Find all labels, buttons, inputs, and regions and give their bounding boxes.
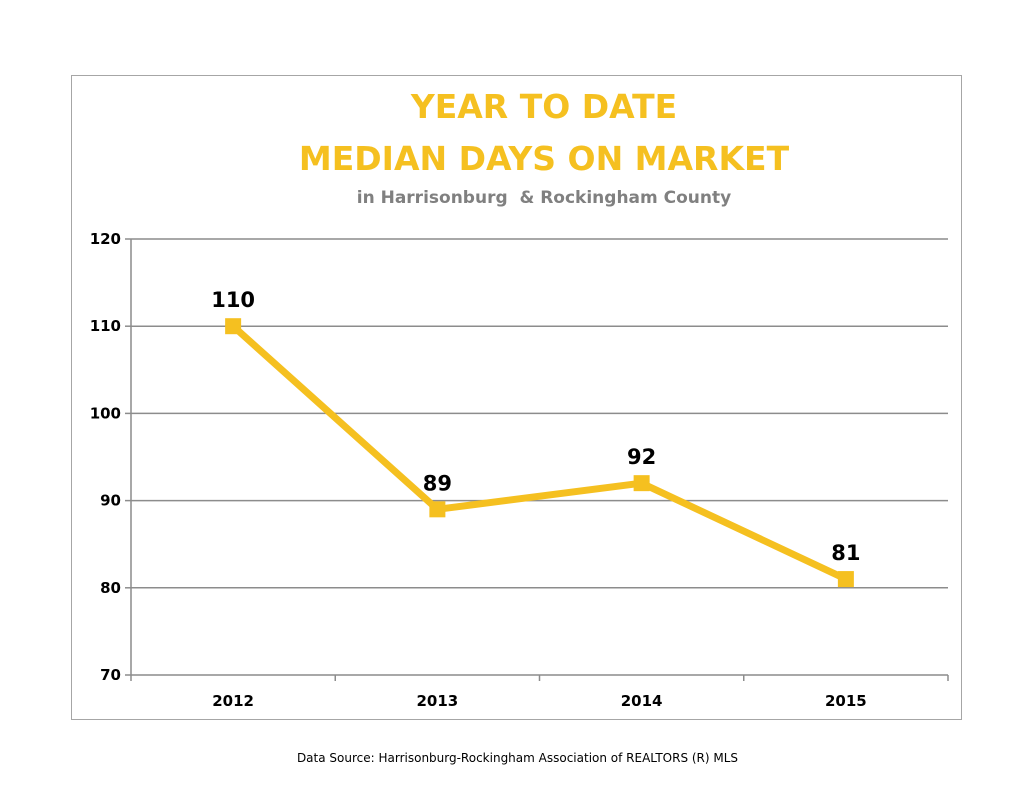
axes: 70 80 90 100 110 120 2012 2013 2014 2015 <box>90 230 949 710</box>
data-labels: 110 89 92 81 <box>211 288 860 565</box>
data-point-2013 <box>429 501 446 518</box>
data-label-2013: 89 <box>423 471 452 495</box>
x-tick-label-2015: 2015 <box>825 692 867 710</box>
y-tick-label: 100 <box>90 404 121 422</box>
chart-title-line-2: MEDIAN DAYS ON MARKET <box>299 139 790 178</box>
y-tick-label: 120 <box>90 230 121 248</box>
series-line <box>230 323 848 583</box>
y-tick-label: 70 <box>100 666 121 684</box>
data-point-2014 <box>633 475 650 492</box>
chart-title-line-1: YEAR TO DATE <box>410 87 677 126</box>
data-label-2012: 110 <box>211 288 255 312</box>
x-tick-label-2012: 2012 <box>212 692 254 710</box>
series-layer <box>225 318 854 588</box>
data-label-2015: 81 <box>831 541 860 565</box>
data-source-note: Data Source: Harrisonburg-Rockingham Ass… <box>296 751 739 765</box>
data-point-2015 <box>837 571 854 588</box>
chart-frame: YEAR TO DATE MEDIAN DAYS ON MARKET in Ha… <box>71 75 962 720</box>
x-tick-label-2013: 2013 <box>417 692 459 710</box>
data-label-2014: 92 <box>627 445 656 469</box>
y-tick-label: 90 <box>100 492 121 510</box>
y-tick-label: 110 <box>90 317 121 335</box>
chart-subtitle: in Harrisonburg & Rockingham County <box>357 188 731 208</box>
x-tick-label-2014: 2014 <box>621 692 663 710</box>
line-chart: YEAR TO DATE MEDIAN DAYS ON MARKET in Ha… <box>90 87 949 710</box>
data-point-2012 <box>225 318 242 335</box>
gridlines <box>131 238 948 589</box>
y-tick-label: 80 <box>100 579 121 597</box>
